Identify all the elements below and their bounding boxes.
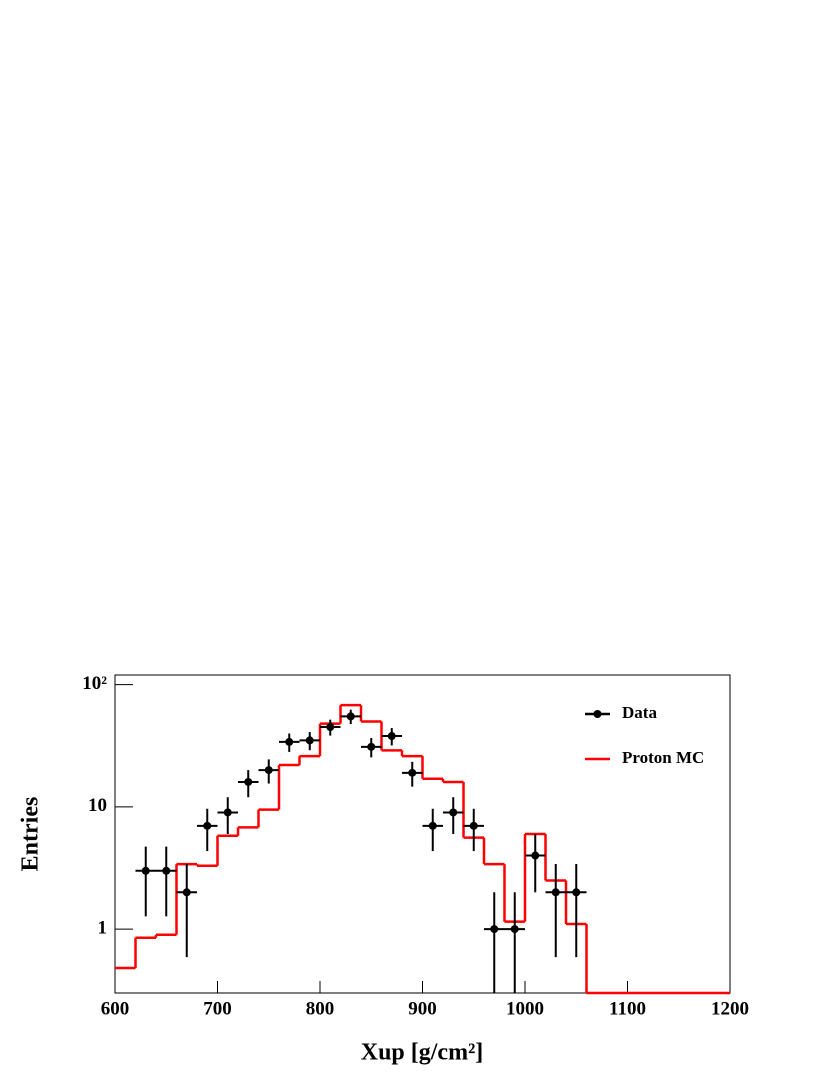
legend-label: Proton MC: [622, 748, 704, 767]
x-tick-label: 1100: [609, 998, 646, 1019]
data-point: [326, 723, 335, 732]
data-point: [531, 851, 540, 860]
data-point: [551, 888, 560, 897]
x-tick-label: 900: [408, 998, 437, 1019]
y-tick-label: 10: [88, 795, 107, 816]
data-point: [510, 925, 519, 934]
data-point: [469, 821, 478, 830]
y-tick-label: 1: [98, 917, 108, 938]
data-point: [346, 712, 355, 721]
x-tick-label: 600: [101, 998, 130, 1019]
data-point: [285, 737, 294, 746]
x-tick-label: 1200: [711, 998, 749, 1019]
data-point: [141, 866, 150, 875]
x-tick-label: 800: [306, 998, 335, 1019]
data-point: [162, 866, 171, 875]
data-point: [203, 821, 212, 830]
data-point: [387, 732, 396, 741]
data-point: [264, 766, 273, 775]
data-point: [572, 888, 581, 897]
data-point: [305, 736, 314, 745]
y-tick-label: 10²: [82, 673, 107, 694]
x-tick-label: 1000: [506, 998, 544, 1019]
legend-label: Data: [622, 703, 657, 722]
data-point: [244, 777, 253, 786]
y-axis-label: Entries: [18, 797, 44, 872]
data-point: [428, 821, 437, 830]
x-axis-label: Xup [g/cm²]: [361, 1040, 484, 1066]
data-point: [367, 742, 376, 751]
data-point: [223, 808, 232, 817]
legend-marker: [593, 710, 602, 718]
data-point: [182, 888, 191, 897]
data-point: [490, 925, 499, 934]
data-point: [408, 768, 417, 777]
data-point: [449, 808, 458, 817]
x-tick-label: 700: [203, 998, 232, 1019]
